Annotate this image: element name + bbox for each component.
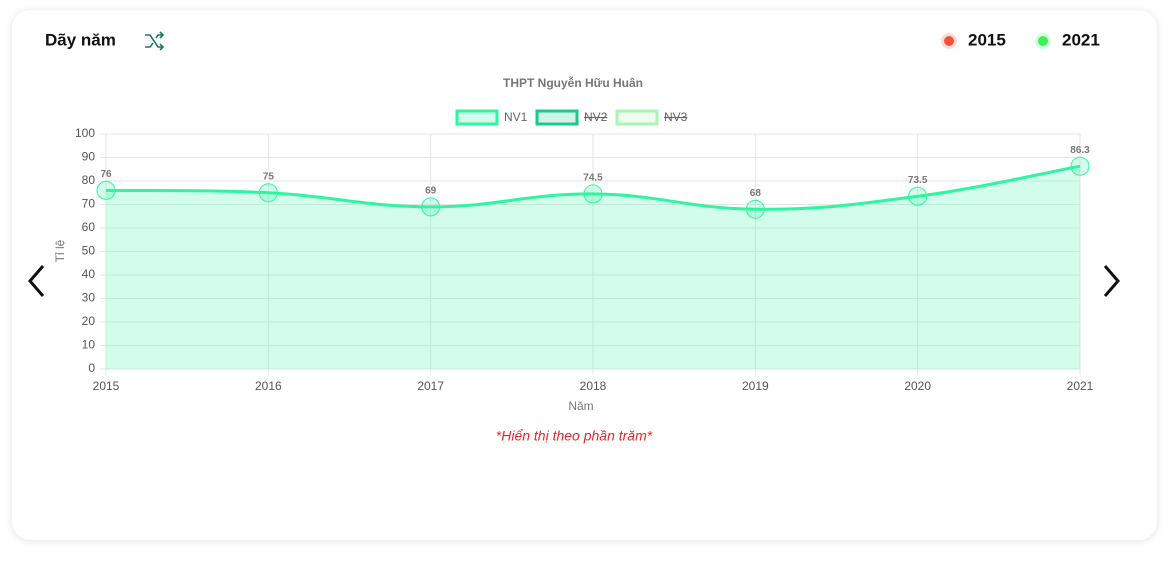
legend-label: NV3 [664, 110, 688, 124]
chart-title: THPT Nguyễn Hữu Huân [503, 75, 643, 90]
x-axis-label: Năm [568, 399, 593, 413]
legend-label: 2015 [968, 30, 1006, 49]
data-label: 69 [425, 185, 437, 196]
y-tick-label: 100 [75, 126, 95, 140]
data-label: 75 [263, 171, 275, 182]
x-tick-label: 2016 [255, 379, 282, 393]
y-axis-label: Tỉ lệ [53, 239, 67, 262]
x-tick-label: 2019 [742, 379, 769, 393]
header-title: Dãy năm [45, 30, 116, 49]
point [908, 186, 928, 206]
y-tick-label: 40 [82, 267, 96, 281]
legend-dot [944, 36, 954, 46]
y-tick-label: 60 [82, 220, 96, 234]
x-tick-label: 2021 [1067, 379, 1094, 393]
y-tick-label: 50 [82, 244, 96, 258]
point [96, 180, 116, 200]
prev-button[interactable] [28, 265, 45, 297]
point [421, 197, 441, 217]
point [1070, 156, 1090, 176]
legend-label: NV1 [504, 110, 528, 124]
point [258, 183, 278, 203]
data-label: 74.5 [583, 173, 603, 184]
y-tick-label: 80 [82, 173, 96, 187]
y-tick-label: 20 [82, 314, 96, 328]
data-label: 68 [750, 188, 762, 199]
x-tick-label: 2018 [580, 379, 607, 393]
legend-dot [1038, 36, 1048, 46]
y-tick-label: 70 [82, 197, 96, 211]
y-tick-label: 90 [82, 150, 96, 164]
data-label: 73.5 [908, 175, 928, 186]
legend-swatch [455, 109, 499, 126]
legend-label: NV2 [584, 110, 608, 124]
area [106, 166, 1080, 369]
data-label: 86.3 [1070, 145, 1090, 156]
y-tick-label: 30 [82, 291, 96, 305]
legend-label: 2021 [1062, 30, 1100, 49]
y-tick-label: 10 [82, 338, 96, 352]
x-tick-label: 2020 [904, 379, 931, 393]
data-label: 76 [100, 169, 112, 180]
x-tick-label: 2017 [417, 379, 444, 393]
legend-swatch [615, 109, 659, 126]
point [583, 184, 603, 204]
x-tick-label: 2015 [93, 379, 120, 393]
note: *Hiển thị theo phần trăm* [496, 428, 653, 444]
shuffle-icon[interactable] [145, 31, 165, 51]
y-tick-label: 0 [88, 361, 95, 375]
legend-swatch [535, 109, 579, 126]
line [105, 164, 1081, 211]
next-button[interactable] [1103, 265, 1120, 297]
point [745, 199, 765, 219]
